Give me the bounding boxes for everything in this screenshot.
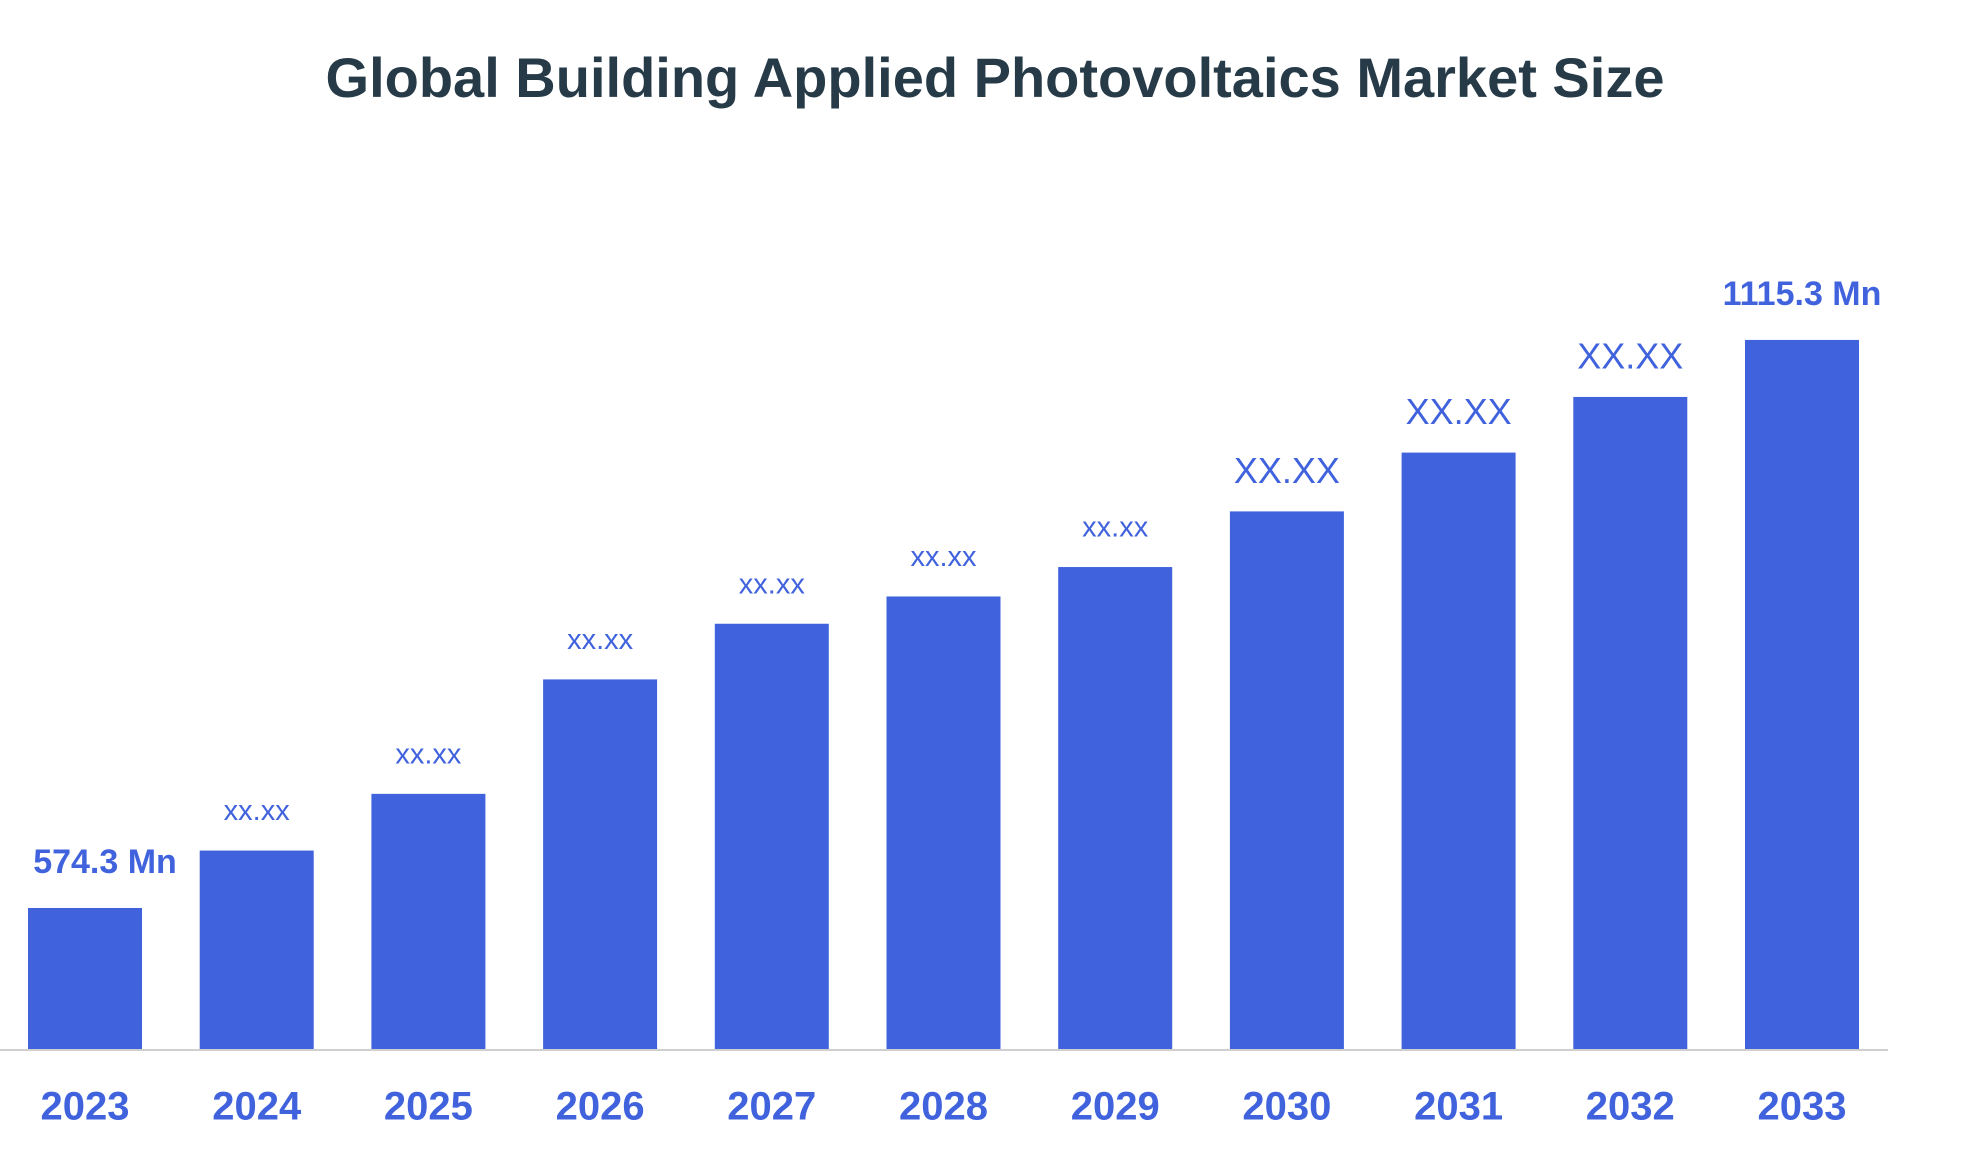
value-label: XX.XX	[1234, 450, 1340, 491]
value-label: xx.xx	[395, 739, 462, 771]
x-tick-label: 2033	[1758, 1085, 1847, 1129]
bar	[371, 793, 486, 1049]
bar	[543, 679, 658, 1049]
bar	[886, 596, 1001, 1049]
value-label: xx.xx	[224, 795, 291, 827]
x-tick-label: 2023	[41, 1085, 130, 1129]
x-tick-label: 2026	[556, 1085, 645, 1129]
value-label: XX.XX	[1577, 335, 1683, 376]
bar	[1401, 452, 1516, 1050]
bar	[714, 623, 829, 1049]
value-label: 574.3 Mn	[33, 843, 177, 881]
value-label: xx.xx	[739, 568, 806, 600]
bar	[1573, 396, 1688, 1049]
x-tick-label: 2024	[212, 1085, 302, 1129]
x-tick-label: 2027	[727, 1085, 816, 1129]
bar	[28, 907, 142, 1049]
value-label: 1115.3 Mn	[1723, 275, 1882, 313]
x-tick-label: 2028	[899, 1085, 988, 1129]
chart-title: Global Building Applied Photovoltaics Ma…	[326, 46, 1665, 109]
bar	[1058, 567, 1173, 1049]
bar	[1229, 511, 1344, 1049]
bar	[199, 850, 314, 1049]
x-tick-label: 2025	[384, 1085, 473, 1129]
x-tick-label: 2031	[1414, 1085, 1503, 1129]
value-label: XX.XX	[1406, 391, 1512, 432]
value-label: xx.xx	[567, 624, 634, 656]
x-tick-label: 2029	[1071, 1085, 1160, 1129]
x-tick-label: 2030	[1242, 1085, 1331, 1129]
bar	[1745, 339, 1859, 1049]
x-tick-label: 2032	[1586, 1085, 1675, 1129]
value-label: xx.xx	[910, 541, 977, 573]
value-label: xx.xx	[1082, 512, 1149, 544]
